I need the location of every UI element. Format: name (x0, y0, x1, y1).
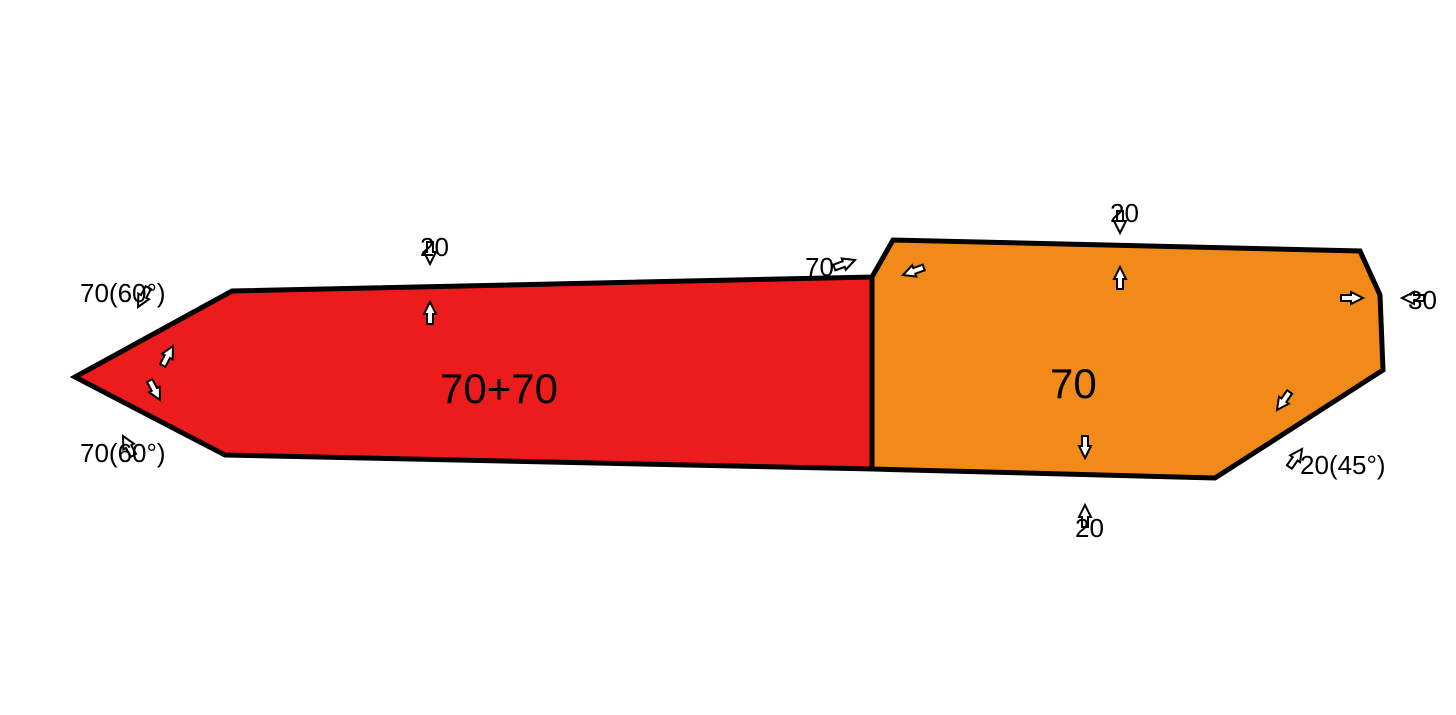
right-shape-label: 70 (1050, 360, 1097, 408)
label-bottom-right-angle: 20(45°) (1300, 450, 1386, 481)
label-top-20-right: 20 (1110, 198, 1139, 229)
right-shape (872, 240, 1383, 478)
diagram-svg (0, 0, 1456, 715)
label-bottom-left-angle: 70(60°) (80, 438, 166, 469)
label-top-left-angle: 70(60°) (80, 278, 166, 309)
armor-diagram: 70+70 70 70(60°) 70(60°) 20 70 20 30 20(… (0, 0, 1456, 715)
label-mid-70: 70 (805, 252, 834, 283)
label-bottom-20: 20 (1075, 513, 1104, 544)
label-top-20-left: 20 (420, 232, 449, 263)
left-shape-label: 70+70 (440, 365, 558, 413)
label-right-30: 30 (1408, 285, 1437, 316)
